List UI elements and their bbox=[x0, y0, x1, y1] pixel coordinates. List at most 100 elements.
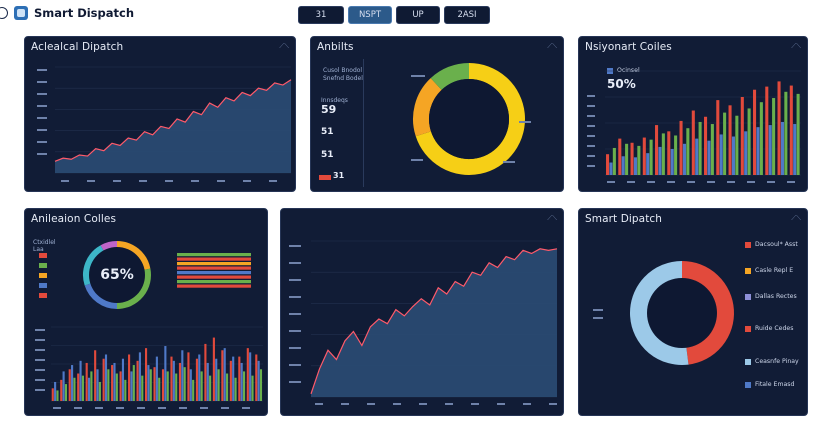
bar bbox=[147, 365, 150, 401]
bar bbox=[747, 108, 751, 175]
h-bar bbox=[177, 262, 251, 266]
bar bbox=[612, 147, 616, 175]
bar bbox=[54, 381, 57, 401]
bar bbox=[104, 354, 108, 401]
bar bbox=[187, 352, 190, 401]
panel-close-icon[interactable]: ⟋⟍ bbox=[791, 214, 801, 222]
area-chart-main bbox=[289, 240, 558, 405]
bar bbox=[772, 98, 776, 175]
bar bbox=[107, 369, 110, 401]
y-tick bbox=[37, 69, 47, 71]
y-tick bbox=[587, 135, 595, 137]
panel-close-icon[interactable]: ⟋⟍ bbox=[547, 214, 557, 222]
p3-legend-label: Ocinsel bbox=[617, 67, 640, 74]
bar bbox=[209, 375, 212, 401]
bar bbox=[115, 373, 118, 401]
series-line bbox=[54, 79, 292, 162]
panel-smart-dipatch: Smart Dipatch ⟋⟍ Dacsoul* Asst Casle Rep… bbox=[578, 208, 808, 416]
x-tick bbox=[179, 407, 187, 409]
series-line bbox=[310, 248, 558, 395]
legend-swatch bbox=[39, 253, 47, 258]
h-bar bbox=[177, 266, 251, 270]
panel-close-icon[interactable]: ⟋⟍ bbox=[791, 42, 801, 50]
bar bbox=[178, 362, 182, 401]
panel-close-icon[interactable]: ⟋⟍ bbox=[279, 42, 289, 50]
bar bbox=[649, 139, 653, 175]
bar bbox=[655, 125, 659, 175]
donut-hole bbox=[89, 247, 145, 303]
y-tick bbox=[35, 329, 45, 331]
bar bbox=[796, 93, 800, 175]
y-tick bbox=[35, 339, 45, 341]
x-tick bbox=[221, 407, 229, 409]
seg-2asi[interactable]: 2ASI bbox=[444, 6, 490, 24]
bar bbox=[212, 337, 215, 401]
label-tick bbox=[503, 161, 515, 163]
y-tick bbox=[587, 145, 595, 147]
h-bar bbox=[177, 253, 251, 257]
donut-hole bbox=[647, 278, 717, 348]
bar bbox=[60, 379, 63, 401]
x-tick bbox=[471, 403, 479, 405]
legend-swatch bbox=[745, 381, 751, 388]
y-tick bbox=[37, 129, 47, 131]
p4-kpi: 65% bbox=[100, 267, 134, 283]
y-tick bbox=[37, 153, 47, 155]
bar bbox=[94, 350, 97, 401]
y-tick bbox=[289, 279, 301, 281]
p2-big-0: 59 bbox=[321, 103, 337, 116]
seg-up[interactable]: UP bbox=[396, 6, 440, 24]
bar bbox=[735, 115, 739, 175]
label-tick bbox=[411, 75, 425, 77]
bar bbox=[189, 369, 192, 401]
x-tick bbox=[627, 181, 635, 183]
bar bbox=[719, 134, 723, 175]
bar bbox=[175, 373, 178, 401]
bar bbox=[96, 369, 99, 401]
bar bbox=[153, 367, 156, 401]
menu-ring-icon[interactable] bbox=[0, 7, 8, 19]
panel-main-area: ⟋⟍ bbox=[280, 208, 564, 416]
bar bbox=[158, 377, 161, 401]
x-tick bbox=[139, 180, 147, 182]
x-tick bbox=[607, 181, 615, 183]
x-tick bbox=[217, 180, 225, 182]
panel-anileaion-colles: Anileaion Colles Ctxidlel Laa 65% bbox=[24, 208, 268, 416]
bar bbox=[68, 369, 71, 401]
bar bbox=[793, 124, 797, 175]
y-tick bbox=[587, 165, 595, 167]
bar bbox=[170, 356, 173, 401]
bar bbox=[183, 367, 186, 401]
x-tick bbox=[707, 181, 715, 183]
panel-close-icon[interactable]: ⟋⟍ bbox=[547, 42, 557, 50]
x-tick bbox=[295, 180, 296, 182]
seg-nspt[interactable]: NSPT bbox=[348, 6, 392, 24]
bar bbox=[740, 97, 744, 175]
y-tick bbox=[587, 115, 595, 117]
bar bbox=[633, 157, 637, 175]
pie-slice bbox=[116, 241, 151, 271]
y-tick bbox=[289, 245, 301, 247]
bar bbox=[756, 127, 760, 175]
panel-title: Anileaion Colles bbox=[31, 213, 117, 225]
bar bbox=[113, 362, 116, 401]
legend-label: Fitale Emasd bbox=[755, 381, 795, 388]
bar bbox=[768, 125, 772, 175]
p6-legend-5: Fitale Emasd bbox=[745, 381, 794, 388]
bar bbox=[670, 149, 674, 175]
bar bbox=[704, 116, 708, 175]
bar bbox=[621, 156, 625, 175]
x-tick bbox=[315, 403, 323, 405]
x-tick bbox=[116, 407, 124, 409]
pie-slice bbox=[83, 245, 106, 286]
y-tick bbox=[289, 347, 301, 349]
h-bar bbox=[177, 280, 251, 284]
bar bbox=[234, 377, 237, 401]
y-tick bbox=[587, 125, 595, 127]
x-tick bbox=[497, 403, 505, 405]
p6-legend-2: Dallas Rectes bbox=[745, 293, 797, 300]
legend-swatch bbox=[745, 325, 751, 332]
label-tick bbox=[519, 121, 531, 123]
pie-slice bbox=[680, 261, 734, 365]
seg-31[interactable]: 31 bbox=[298, 6, 344, 24]
